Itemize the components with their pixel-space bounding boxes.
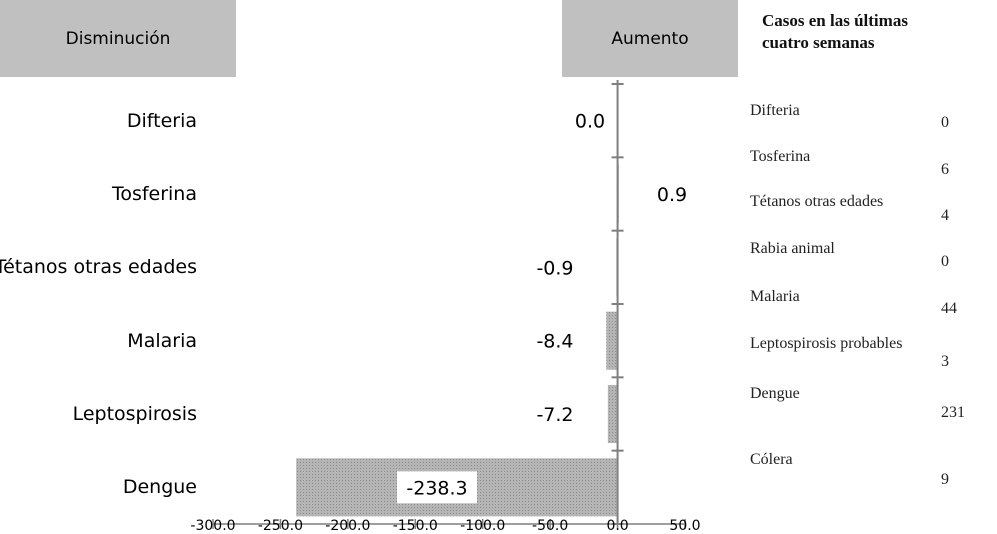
cases-label-malaria: Malaria bbox=[750, 288, 800, 305]
cases-label-tosferina: Tosferina bbox=[750, 148, 811, 165]
cases-value-malaria: 44 bbox=[941, 300, 957, 317]
category-label-dengue: Dengue bbox=[122, 476, 197, 499]
x-tick-label: 0.0 bbox=[606, 518, 628, 534]
legend-title-line1: Casos en las últimas bbox=[762, 11, 908, 30]
bar-malaria bbox=[606, 311, 618, 370]
category-label-tosferina: Tosferina bbox=[111, 183, 197, 205]
cases-label-leptospirosis: Leptospirosis probables bbox=[750, 335, 903, 352]
x-tick-label: -100.0 bbox=[460, 518, 505, 534]
increase-header: Aumento bbox=[562, 0, 738, 77]
value-label-tosferina: 0.9 bbox=[657, 184, 687, 206]
category-label-malaria: Malaria bbox=[127, 329, 197, 352]
decrease-header: Disminución bbox=[0, 0, 236, 77]
x-tick-label: 50.0 bbox=[669, 518, 700, 534]
cases-value-colera: 9 bbox=[941, 471, 949, 488]
value-label-difteria: 0.0 bbox=[575, 111, 605, 133]
bar-leptospirosis bbox=[607, 385, 618, 443]
cases-value-rabia: 0 bbox=[941, 253, 949, 270]
category-label-leptospirosis: Leptospirosis bbox=[72, 403, 197, 425]
decrease-header-label: Disminución bbox=[65, 28, 171, 49]
cases-label-difteria: Difteria bbox=[750, 102, 800, 119]
x-tick-label: -200.0 bbox=[325, 518, 370, 534]
cases-value-tetanos: 4 bbox=[941, 207, 949, 224]
value-label-box-dengue bbox=[397, 471, 477, 504]
cases-label-colera: Cólera bbox=[750, 451, 793, 468]
increase-header-label: Aumento bbox=[611, 28, 689, 49]
legend-title-line2: cuatro semanas bbox=[762, 33, 875, 52]
category-label-tetanos-otras-edades: Tétanos otras edades bbox=[0, 256, 197, 279]
cases-value-difteria: 0 bbox=[941, 114, 949, 131]
x-tick-label: -150.0 bbox=[393, 518, 438, 534]
legend-title: Casos en las últimas cuatro semanas bbox=[762, 10, 992, 54]
value-label-leptospirosis: -7.2 bbox=[536, 404, 573, 426]
x-tick-label: -50.0 bbox=[532, 518, 568, 534]
cases-label-dengue: Dengue bbox=[750, 385, 800, 402]
x-tick-label: -300.0 bbox=[190, 518, 235, 534]
category-label-difteria: Difteria bbox=[126, 109, 197, 132]
value-label-tetanos-otras-edades: -0.9 bbox=[536, 257, 573, 279]
value-label-malaria: -8.4 bbox=[536, 331, 573, 353]
cases-value-leptospirosis: 3 bbox=[941, 353, 949, 370]
cases-label-rabia: Rabia animal bbox=[750, 240, 835, 257]
cases-value-tosferina: 6 bbox=[941, 161, 949, 178]
cases-value-dengue: 231 bbox=[941, 404, 965, 421]
value-label-dengue: -238.3 bbox=[406, 477, 467, 499]
cases-label-tetanos: Tétanos otras edades bbox=[750, 193, 884, 210]
x-tick-label: -250.0 bbox=[258, 518, 303, 534]
